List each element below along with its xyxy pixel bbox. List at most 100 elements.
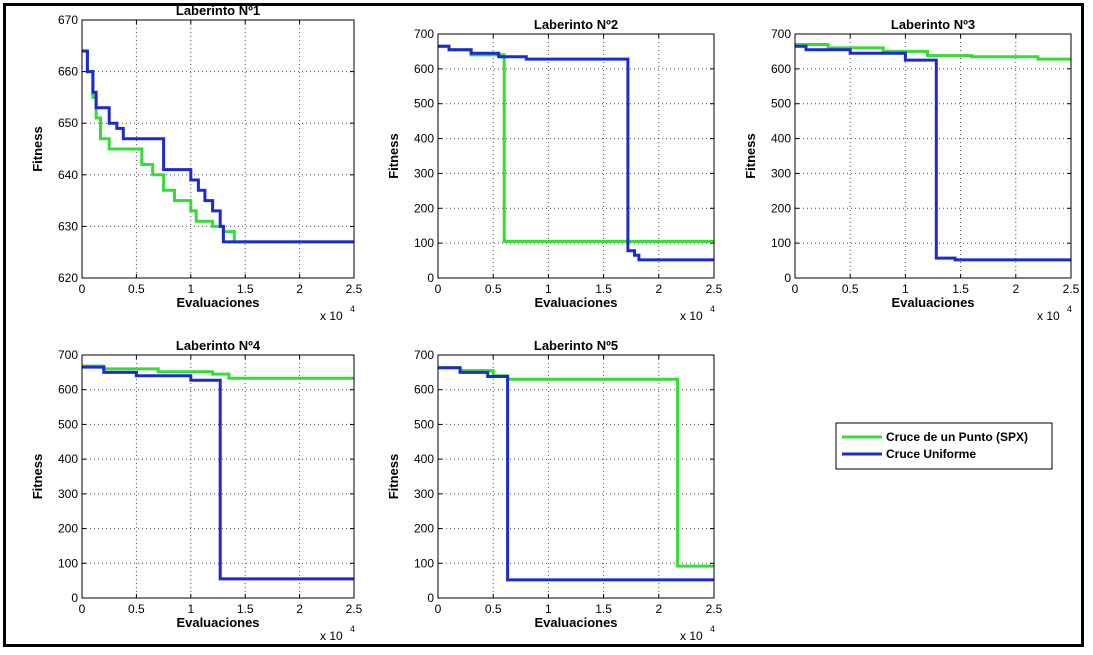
- series-line-uniforme: [82, 49, 354, 244]
- plot-area: [82, 355, 354, 598]
- y-tick-label: 200: [771, 201, 791, 215]
- axes-box: [794, 33, 1072, 279]
- x-tick-label: 1.5: [595, 602, 612, 616]
- x-axis-label: Evaluaciones: [891, 295, 974, 310]
- y-tick-label: 660: [58, 65, 78, 79]
- subplot-3: 0 0.5 1 1.5 2 2.5 0 100 200 300 400 500 600 700 Laberi…: [743, 17, 1080, 323]
- x-tick-label: 2.5: [1063, 282, 1080, 296]
- x-axis-label: Evaluaciones: [176, 615, 259, 630]
- y-tick-label: 400: [58, 452, 78, 466]
- x-multiplier: x 10: [320, 309, 343, 323]
- x-tick-label: 1: [545, 282, 552, 296]
- x-multiplier: x 10: [1037, 309, 1060, 323]
- x-tick-label: 2: [655, 282, 662, 296]
- x-tick-label: 2: [1012, 282, 1019, 296]
- x-tick-label: 0.5: [485, 282, 502, 296]
- axes-box: [81, 19, 355, 279]
- y-tick-label: 0: [427, 591, 434, 605]
- series-line-uniforme: [438, 366, 714, 582]
- y-tick-label: 0: [71, 591, 78, 605]
- y-tick-label: 400: [771, 132, 791, 146]
- y-tick-label: 700: [414, 348, 434, 362]
- y-axis-label: Fitness: [30, 454, 45, 500]
- y-axis-label: Fitness: [386, 133, 401, 179]
- x-multiplier-exponent: 4: [710, 304, 715, 314]
- chart-title: Laberinto Nº2: [534, 17, 618, 32]
- x-tick-label: 1: [187, 602, 194, 616]
- x-tick-label: 1.5: [237, 282, 254, 296]
- x-tick-label: 2.5: [346, 602, 363, 616]
- y-tick-label: 700: [771, 27, 791, 41]
- x-tick-label: 0: [79, 602, 86, 616]
- chart-title: Laberinto Nº3: [891, 17, 975, 32]
- y-tick-label: 650: [58, 116, 78, 130]
- series-line-spx: [795, 43, 1071, 61]
- y-tick-label: 500: [414, 417, 434, 431]
- y-tick-label: 100: [771, 236, 791, 250]
- x-multiplier: x 10: [680, 629, 703, 643]
- chart-title: Laberinto Nº4: [176, 338, 261, 353]
- x-tick-label: 0: [79, 282, 86, 296]
- series-line-uniforme: [82, 365, 354, 581]
- axes-box: [81, 354, 355, 599]
- y-tick-label: 300: [414, 487, 434, 501]
- y-tick-label: 300: [414, 166, 434, 180]
- x-tick-label: 0: [435, 282, 442, 296]
- y-tick-label: 0: [427, 271, 434, 285]
- legend-box: [835, 422, 1053, 470]
- x-tick-label: 1: [545, 602, 552, 616]
- legend: Cruce de un Punto (SPX) Cruce Uniforme: [835, 422, 1053, 470]
- axes-box: [437, 354, 715, 599]
- legend-label: Cruce de un Punto (SPX): [886, 430, 1028, 444]
- x-tick-label: 0: [435, 602, 442, 616]
- x-multiplier-exponent: 4: [350, 624, 355, 634]
- x-tick-label: 0.5: [842, 282, 859, 296]
- x-axis-label: Evaluaciones: [534, 295, 617, 310]
- x-tick-label: 2: [655, 602, 662, 616]
- subplot-5: 0 0.5 1 1.5 2 2.5 0 100 200 300 400 500 600 700 Laberi…: [386, 338, 723, 643]
- y-tick-label: 400: [414, 452, 434, 466]
- y-tick-label: 500: [414, 97, 434, 111]
- y-tick-label: 640: [58, 168, 78, 182]
- x-tick-label: 1.5: [237, 602, 254, 616]
- x-tick-label: 1.5: [952, 282, 969, 296]
- y-tick-label: 300: [58, 487, 78, 501]
- plot-area: [795, 34, 1071, 278]
- y-tick-label: 600: [414, 62, 434, 76]
- y-tick-label: 100: [414, 236, 434, 250]
- x-axis-label: Evaluaciones: [534, 615, 617, 630]
- x-tick-label: 1: [187, 282, 194, 296]
- x-tick-label: 0.5: [485, 602, 502, 616]
- y-tick-label: 620: [58, 271, 78, 285]
- axes-box: [437, 33, 715, 279]
- x-tick-label: 0.5: [128, 282, 145, 296]
- y-axis-label: Fitness: [386, 454, 401, 500]
- y-tick-label: 200: [414, 522, 434, 536]
- y-tick-label: 600: [771, 62, 791, 76]
- x-tick-label: 1.5: [595, 282, 612, 296]
- x-tick-label: 2: [296, 282, 303, 296]
- subplot-1: 0 0.5 1 1.5 2 2.5 620 630 640 650 660 670 Laberinto …: [30, 3, 363, 323]
- x-multiplier: x 10: [320, 629, 343, 643]
- plot-area: [438, 355, 714, 598]
- y-tick-label: 200: [414, 201, 434, 215]
- y-tick-label: 600: [58, 383, 78, 397]
- x-tick-label: 2.5: [346, 282, 363, 296]
- y-axis-label: Fitness: [30, 126, 45, 172]
- y-tick-label: 700: [58, 348, 78, 362]
- x-multiplier-exponent: 4: [350, 304, 355, 314]
- y-tick-label: 100: [414, 556, 434, 570]
- y-tick-label: 0: [784, 271, 791, 285]
- y-tick-label: 500: [58, 417, 78, 431]
- legend-label: Cruce Uniforme: [886, 447, 976, 461]
- y-tick-label: 700: [414, 27, 434, 41]
- y-axis-label: Fitness: [743, 133, 758, 179]
- x-multiplier: x 10: [680, 309, 703, 323]
- plot-area: [438, 34, 714, 278]
- y-tick-label: 600: [414, 383, 434, 397]
- y-tick-label: 500: [771, 97, 791, 111]
- chart-title: Laberinto Nº1: [176, 3, 260, 18]
- x-tick-label: 2.5: [706, 602, 723, 616]
- x-tick-label: 2.5: [706, 282, 723, 296]
